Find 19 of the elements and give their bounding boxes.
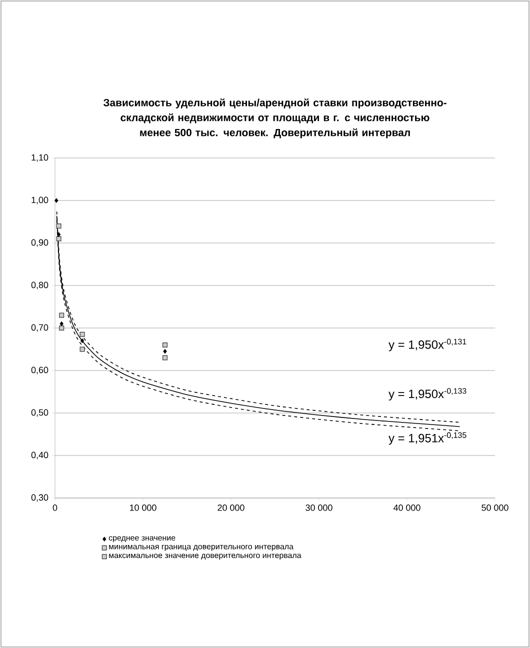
y-tick-label: 1,10 bbox=[32, 154, 48, 162]
x-tick-label: 20 000 bbox=[218, 504, 244, 511]
y-tick-label: 0,50 bbox=[31, 409, 48, 417]
y-tick-label: 0,70 bbox=[31, 324, 48, 332]
y-tick-label: 0,60 bbox=[31, 366, 48, 374]
x-tick-label: 50 000 bbox=[482, 504, 508, 511]
annotation: y = 1,950x$^{-0,131}$ bbox=[388, 338, 466, 352]
y-tick-label: 1,00 bbox=[32, 196, 48, 204]
annotation: y = 1,950x$^{-0,133}$ bbox=[388, 388, 466, 400]
y-tick-label: 0,40 bbox=[31, 452, 48, 460]
x-tick-label: 40 000 bbox=[393, 504, 420, 511]
x-tick-label: 0 bbox=[52, 504, 58, 511]
y-tick-label: 0,30 bbox=[31, 494, 48, 502]
chart-title: Зависимость удельной цены/арендной ставки производственно-складской недвижимости от площади в г. с численностью менее 500 тыс. человек. Доверительный интервал bbox=[103, 98, 446, 138]
x-tick-label: 10 000 bbox=[130, 504, 156, 511]
x-tick-label: 30 000 bbox=[306, 504, 332, 511]
y-tick-label: 0,90 bbox=[31, 239, 48, 247]
annotation: y = 1,951x$^{-0,135}$ bbox=[388, 432, 466, 445]
y-tick-label: 0,80 bbox=[31, 282, 48, 290]
